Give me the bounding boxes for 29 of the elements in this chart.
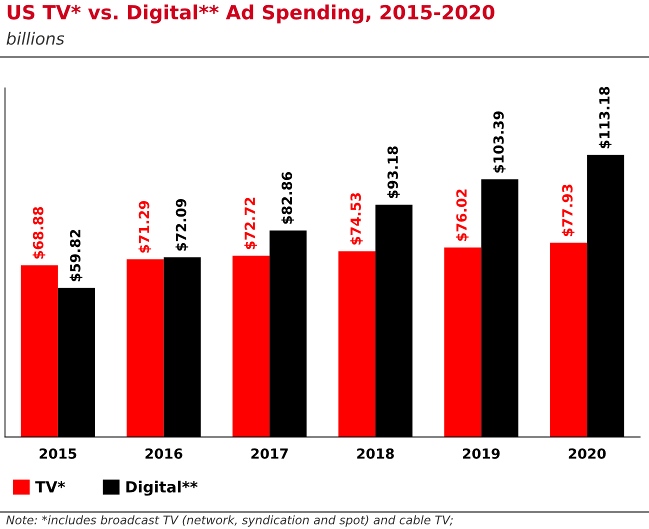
x-tick-label: 2018	[357, 448, 394, 459]
bar	[550, 242, 588, 437]
bar	[20, 265, 58, 437]
text: Note: *includes broadcast TV (network, syndication and spot) and cable TV;	[6, 515, 453, 527]
data-label: $82.86	[281, 172, 294, 224]
data-label: $93.18	[387, 146, 400, 198]
data-label: $68.88	[32, 207, 46, 259]
data-label: $76.02	[456, 190, 469, 241]
chart-subtitle: billions	[6, 32, 64, 45]
data-label: $77.93	[562, 184, 574, 236]
bar	[126, 259, 164, 437]
x-tick-label: 2015	[40, 448, 76, 459]
x-tick-label: 2016	[146, 448, 182, 459]
bar	[338, 251, 376, 437]
data-label: $72.72	[244, 198, 257, 250]
bar	[444, 247, 482, 437]
x-tick-label: 2020	[568, 448, 606, 459]
data-label: $103.39	[493, 111, 506, 173]
data-label: $72.09	[176, 199, 188, 251]
legend-label: Digital**	[126, 480, 198, 496]
bar	[232, 256, 270, 437]
chart-title: US TV* vs. Digital** Ad Spending, 2015-2020	[8, 4, 494, 24]
legend-label: TV*	[35, 481, 66, 492]
x-tick-label: 2019	[463, 448, 500, 459]
data-label: $71.29	[138, 201, 152, 253]
data-label: $74.53	[350, 193, 363, 245]
data-label: $113.18	[598, 86, 612, 148]
data-label: $59.82	[70, 230, 82, 282]
x-tick-label: 2017	[251, 448, 288, 459]
